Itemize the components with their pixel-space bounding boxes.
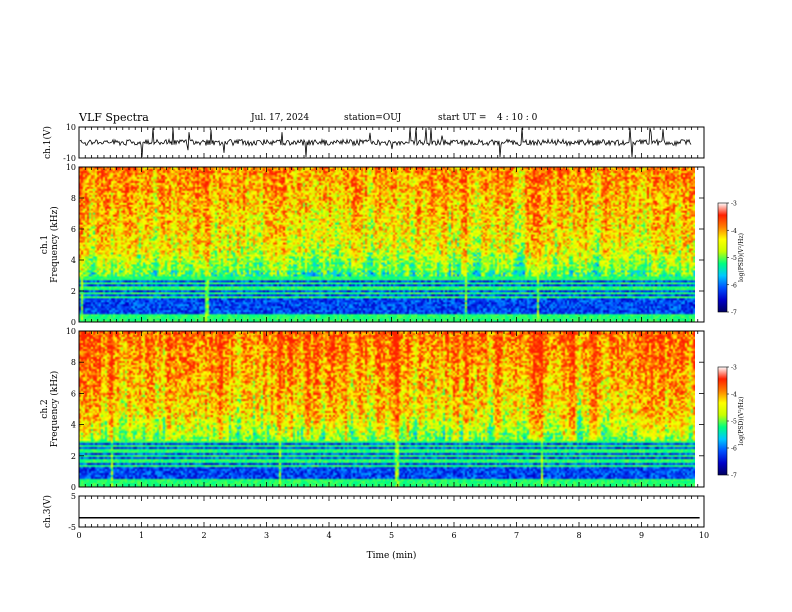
x-tick-label: 10: [699, 531, 709, 540]
x-tick-label: 4: [326, 531, 331, 540]
x-tick-label: 7: [514, 531, 519, 540]
x-tick-label: 8: [576, 531, 581, 540]
x-tick-label: 6: [451, 531, 456, 540]
ch2-colorbar-label: log(PSD)(V²/Hz): [738, 397, 745, 446]
ch1-waveform-trace: [79, 127, 692, 158]
ch2-spec-ytick-label: 6: [71, 389, 76, 398]
date-label: Jul. 17, 2024: [251, 113, 310, 123]
x-tick-label: 3: [264, 531, 269, 540]
x-tick-label: 5: [389, 531, 394, 540]
ch2-colorbar: [717, 366, 728, 476]
ch1-spec-ytick-label: 10: [66, 163, 76, 172]
ch2-colorbar-tick-label: -5: [731, 419, 737, 426]
ch1-colorbar: [717, 202, 728, 313]
ch3-ytick-label: 5: [71, 492, 76, 501]
start-ut-label: start UT =: [438, 113, 487, 123]
x-tick-label: 9: [639, 531, 644, 540]
ch1-ytick-label: -10: [63, 154, 76, 163]
ch1-spec-ytick-label: 6: [71, 225, 76, 234]
ch1-colorbar-tick-label: -5: [731, 255, 737, 262]
x-tick-label: 1: [139, 531, 144, 540]
ch3-ylabel: ch.3(V): [42, 495, 53, 528]
ch2-spec-ytick-label: 10: [66, 327, 76, 336]
ch1-ylabel-frequency: Frequency (kHz): [49, 206, 60, 283]
ch1-colorbar-tick-label: -7: [731, 310, 737, 317]
ch1-spec-ytick-label: 4: [71, 256, 76, 265]
ch1-ylabel-channel: ch.1: [40, 235, 50, 254]
ch2-spec-ytick-label: 0: [71, 483, 76, 492]
ch2-colorbar-tick-label: -4: [731, 392, 737, 399]
ch1-ytick-label: 10: [66, 123, 76, 132]
ch1-spec-ytick-label: 2: [71, 287, 76, 296]
ch1-spec-ytick-label: 0: [71, 318, 76, 327]
ch1-colorbar-tick-label: -4: [731, 228, 737, 235]
start-ut-value: 4 : 10 : 0: [497, 113, 538, 123]
ch2-ylabel-channel: ch.2: [40, 399, 50, 418]
ch2-spectrogram-image: [79, 331, 695, 487]
ch1-colorbar-tick-label: -3: [731, 201, 737, 208]
ch2-spec-ytick-label: 4: [71, 421, 76, 430]
x-tick-label: 2: [201, 531, 206, 540]
x-tick-label: 0: [76, 531, 81, 540]
ch1-spectrogram-image: [79, 167, 695, 322]
ch1-ylabel: ch.1(V): [42, 126, 53, 159]
x-axis-label: Time (min): [367, 550, 417, 561]
ch2-colorbar-tick-label: -6: [731, 446, 737, 453]
ch2-ylabel-frequency: Frequency (kHz): [49, 371, 60, 448]
station-label: station=OUJ: [344, 113, 402, 123]
ch2-colorbar-tick-label: -3: [731, 365, 737, 372]
ch2-spec-ytick-label: 2: [71, 452, 76, 461]
ch3-ytick-label: -5: [68, 523, 76, 532]
ch1-colorbar-label: log(PSD)(V²/Hz): [738, 233, 745, 282]
ch1-spec-ytick-label: 8: [71, 194, 76, 203]
figure-title: VLF Spectra: [79, 111, 149, 124]
ch2-colorbar-tick-label: -7: [731, 473, 737, 480]
ch2-spec-ytick-label: 8: [71, 358, 76, 367]
ch1-colorbar-tick-label: -6: [731, 282, 737, 289]
